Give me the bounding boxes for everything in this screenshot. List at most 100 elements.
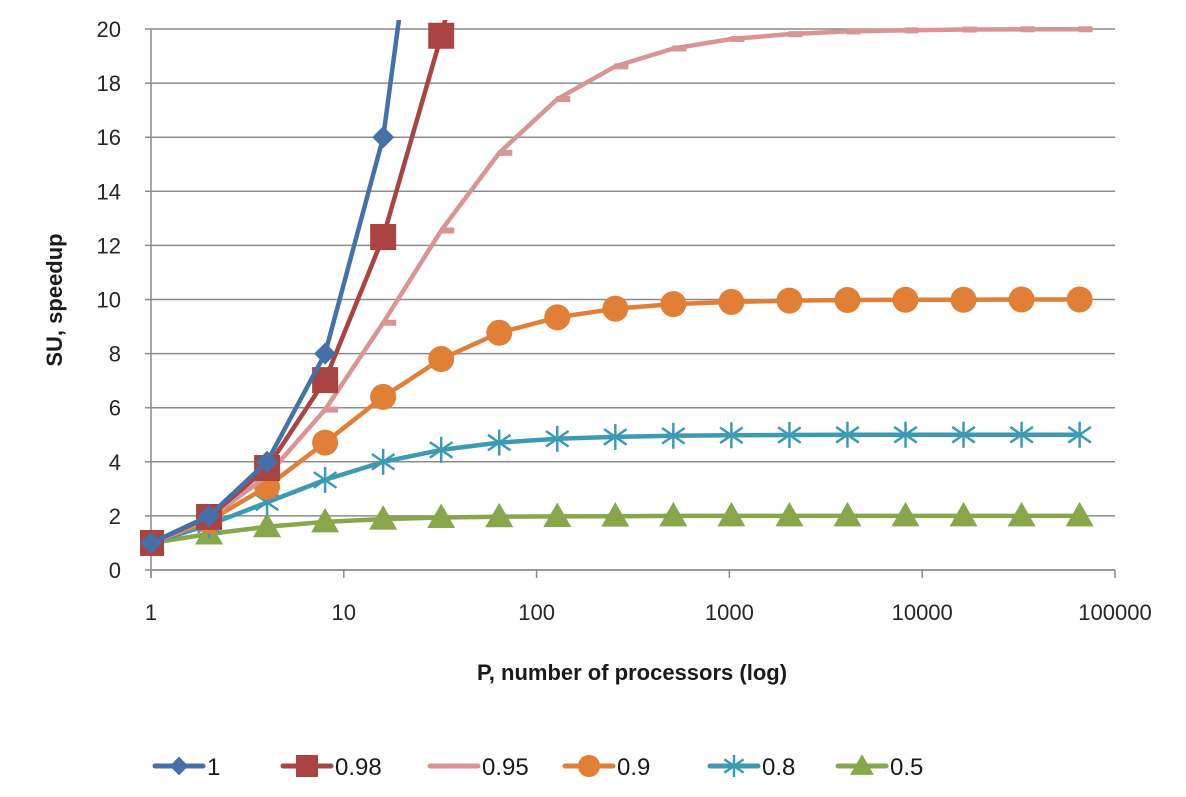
data-point-0_9-16384 — [950, 286, 977, 313]
data-point-0_95-512 — [672, 45, 687, 52]
y-tick-labels: 0 2 4 6 8 10 12 14 16 18 20 — [97, 17, 121, 583]
legend-marker-asterisk-icon — [723, 754, 745, 778]
data-point-0_95-128 — [556, 96, 571, 103]
y-tick-label: 8 — [109, 342, 121, 367]
legend-label: 0.95 — [482, 754, 529, 781]
data-point-0_5-128 — [543, 502, 572, 527]
data-point-0_5-4 — [253, 512, 282, 538]
data-point-0_8-64 — [487, 429, 512, 456]
series-line-0_95 — [150, 27, 1080, 546]
legend-item-0_9: 0.9 — [562, 754, 650, 781]
data-point-0_9-8192 — [892, 286, 919, 313]
data-point-0_8-16384 — [951, 421, 976, 448]
data-point-0_8-128 — [545, 425, 570, 452]
data-point-0_8-65536 — [1067, 421, 1092, 448]
data-point-0_5-32768 — [1007, 501, 1036, 527]
data-point-0_95-8192 — [904, 27, 919, 34]
data-point-0_9-16 — [370, 383, 397, 410]
data-point-0_5-512 — [659, 501, 688, 527]
data-point-0_8-512 — [661, 422, 686, 449]
legend: 1 0.98 0.95 0.9 0.8 0.5 — [152, 754, 923, 781]
legend-marker-triangle-icon — [850, 754, 874, 775]
y-tick-label: 0 — [109, 558, 121, 583]
data-point-0_5-1024 — [717, 501, 746, 527]
data-point-0_9-32768 — [1008, 286, 1035, 313]
data-point-0_5-16384 — [949, 501, 978, 527]
series-0_5 — [140, 501, 1094, 554]
data-point-0_5-32 — [427, 503, 456, 529]
data-point-0_95-32 — [440, 227, 455, 234]
legend-item-0_95: 0.95 — [427, 754, 529, 781]
data-point-1-8 — [314, 342, 337, 365]
data-point-0_9-8 — [312, 429, 339, 456]
data-point-0_5-8192 — [891, 501, 920, 527]
axes — [150, 29, 1116, 578]
data-point-0_9-32 — [428, 346, 455, 373]
data-point-0_8-2048 — [777, 422, 802, 449]
data-point-0_9-1024 — [718, 288, 745, 315]
data-point-0_95-64 — [498, 149, 513, 156]
data-point-0_95-16 — [382, 319, 397, 326]
data-point-0_8-16 — [371, 448, 396, 475]
data-point-0_5-64 — [485, 502, 514, 528]
data-point-0_95-4096 — [846, 28, 861, 35]
legend-marker-circle-icon — [577, 754, 601, 778]
y-tick-label: 18 — [97, 71, 121, 96]
legend-label: 1 — [207, 754, 220, 781]
data-point-0_9-65536 — [1066, 286, 1093, 313]
legend-marker-diamond-icon — [169, 756, 189, 776]
data-point-0_95-1024 — [730, 36, 745, 43]
data-point-0_95-256 — [614, 63, 629, 70]
data-point-0_9-128 — [544, 304, 571, 331]
series-group — [140, 20, 1094, 556]
data-point-0_95-2048 — [788, 31, 803, 38]
x-tick-label: 1 — [145, 600, 157, 625]
legend-item-1: 1 — [152, 754, 220, 781]
y-tick-label: 16 — [97, 125, 121, 150]
data-point-1-1 — [140, 531, 162, 554]
data-point-0_8-32 — [429, 436, 454, 463]
data-point-0_5-16 — [369, 505, 398, 530]
legend-label: 0.5 — [890, 754, 923, 781]
y-tick-label: 14 — [97, 179, 121, 204]
data-point-0_8-4096 — [835, 421, 860, 448]
data-point-0_9-512 — [660, 291, 687, 318]
y-axis-title: SU, speedup — [42, 233, 67, 366]
data-point-1-4 — [256, 450, 279, 473]
y-tick-label: 6 — [109, 396, 121, 421]
data-point-0_95-65536 — [1078, 26, 1093, 33]
y-tick-label: 12 — [97, 233, 121, 258]
x-tick-label: 1000 — [705, 600, 754, 625]
x-tick-label: 10000 — [892, 600, 953, 625]
data-point-0_8-8192 — [893, 421, 918, 448]
data-point-1-16 — [372, 126, 395, 149]
series-1 — [140, 20, 402, 554]
legend-marker-square-icon — [295, 754, 319, 778]
gridlines — [145, 28, 1115, 571]
legend-label: 0.9 — [617, 754, 650, 781]
legend-label: 0.98 — [335, 754, 382, 781]
data-point-0_98-16 — [370, 224, 397, 251]
legend-item-0_98: 0.98 — [280, 754, 382, 781]
data-point-0_8-32768 — [1009, 421, 1034, 448]
data-point-0_5-8 — [311, 507, 340, 533]
data-point-0_95-32768 — [1020, 26, 1035, 33]
legend-item-0_8: 0.8 — [707, 754, 795, 781]
data-point-0_9-4096 — [834, 287, 861, 314]
data-point-0_5-65536 — [1065, 501, 1094, 527]
x-tick-labels: 1 10 100 1000 10000 100000 — [145, 600, 1152, 625]
data-point-0_5-2048 — [775, 501, 804, 527]
legend-label: 0.8 — [762, 754, 795, 781]
data-point-0_9-2048 — [776, 287, 803, 314]
x-tick-label: 10 — [332, 600, 356, 625]
y-tick-label: 20 — [97, 17, 121, 42]
data-point-0_95-8 — [324, 406, 339, 413]
y-tick-label: 4 — [109, 450, 121, 475]
x-axis-title: P, number of processors (log) — [477, 660, 787, 685]
data-point-0_9-64 — [486, 319, 513, 346]
y-tick-label: 2 — [109, 504, 121, 529]
data-point-0_98-32 — [428, 22, 455, 49]
y-tick-label: 10 — [97, 288, 121, 313]
data-point-0_8-1024 — [719, 422, 744, 449]
